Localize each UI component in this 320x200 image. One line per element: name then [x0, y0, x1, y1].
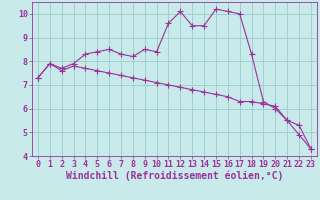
X-axis label: Windchill (Refroidissement éolien,°C): Windchill (Refroidissement éolien,°C)	[66, 171, 283, 181]
